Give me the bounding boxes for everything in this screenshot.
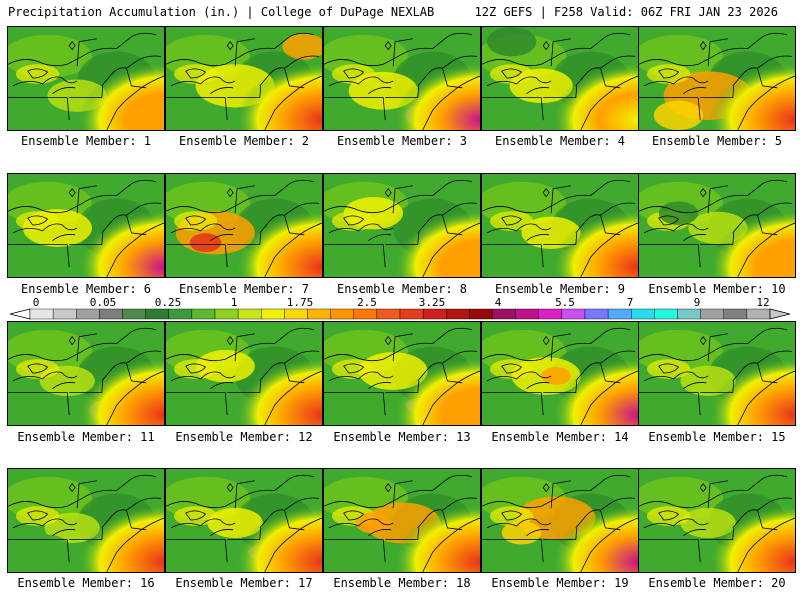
member-caption-1: Ensemble Member: 1 (20, 134, 152, 148)
colorbar-tick-label: 1 (230, 296, 238, 309)
member-caption-19: Ensemble Member: 19 (491, 576, 629, 590)
member-caption-10: Ensemble Member: 10 (648, 282, 786, 296)
colorbar-tick-label: 1.75 (286, 296, 314, 309)
member-map-19[interactable] (481, 468, 639, 573)
member-map-11[interactable] (7, 321, 165, 426)
member-caption-8: Ensemble Member: 8 (336, 282, 468, 296)
member-caption-5: Ensemble Member: 5 (651, 134, 783, 148)
member-caption-12: Ensemble Member: 12 (175, 430, 313, 444)
member-caption-7: Ensemble Member: 7 (178, 282, 310, 296)
member-caption-20: Ensemble Member: 20 (648, 576, 786, 590)
member-caption-9: Ensemble Member: 9 (494, 282, 626, 296)
member-caption-14: Ensemble Member: 14 (491, 430, 629, 444)
member-map-9[interactable] (481, 173, 639, 278)
member-map-12[interactable] (165, 321, 323, 426)
member-map-3[interactable] (323, 26, 481, 131)
member-map-8[interactable] (323, 173, 481, 278)
member-map-17[interactable] (165, 468, 323, 573)
member-caption-3: Ensemble Member: 3 (336, 134, 468, 148)
member-caption-16: Ensemble Member: 16 (17, 576, 155, 590)
member-map-2[interactable] (165, 26, 323, 131)
member-caption-2: Ensemble Member: 2 (178, 134, 310, 148)
colorbar-tick-label: 12 (756, 296, 770, 309)
member-map-18[interactable] (323, 468, 481, 573)
member-map-10[interactable] (638, 173, 796, 278)
member-caption-15: Ensemble Member: 15 (648, 430, 786, 444)
colorbar-tick-label: 5.5 (555, 296, 575, 309)
colorbar-tick-label: 2.5 (357, 296, 377, 309)
member-caption-6: Ensemble Member: 6 (20, 282, 152, 296)
colorbar-tick-label: 9 (693, 296, 701, 309)
page-title: Precipitation Accumulation (in.) | Colle… (8, 5, 435, 19)
member-map-6[interactable] (7, 173, 165, 278)
member-map-7[interactable] (165, 173, 323, 278)
member-caption-13: Ensemble Member: 13 (333, 430, 471, 444)
colorbar-tick-label: 3.25 (418, 296, 446, 309)
model-run-info: 12Z GEFS | F258 Valid: 06Z FRI JAN 23 20… (474, 5, 778, 19)
member-map-16[interactable] (7, 468, 165, 573)
colorbar-tick-label: 0.25 (154, 296, 182, 309)
colorbar-tick-label: 0 (32, 296, 40, 309)
member-map-20[interactable] (638, 468, 796, 573)
member-map-15[interactable] (638, 321, 796, 426)
colorbar-tick-label: 4 (494, 296, 502, 309)
member-map-13[interactable] (323, 321, 481, 426)
member-caption-11: Ensemble Member: 11 (17, 430, 155, 444)
member-caption-18: Ensemble Member: 18 (333, 576, 471, 590)
member-map-1[interactable] (7, 26, 165, 131)
precip-colorbar (9, 308, 791, 320)
member-caption-17: Ensemble Member: 17 (175, 576, 313, 590)
member-map-14[interactable] (481, 321, 639, 426)
member-map-5[interactable] (638, 26, 796, 131)
colorbar-tick-label: 0.05 (89, 296, 117, 309)
member-map-4[interactable] (481, 26, 639, 131)
member-caption-4: Ensemble Member: 4 (494, 134, 626, 148)
colorbar-tick-label: 7 (626, 296, 634, 309)
